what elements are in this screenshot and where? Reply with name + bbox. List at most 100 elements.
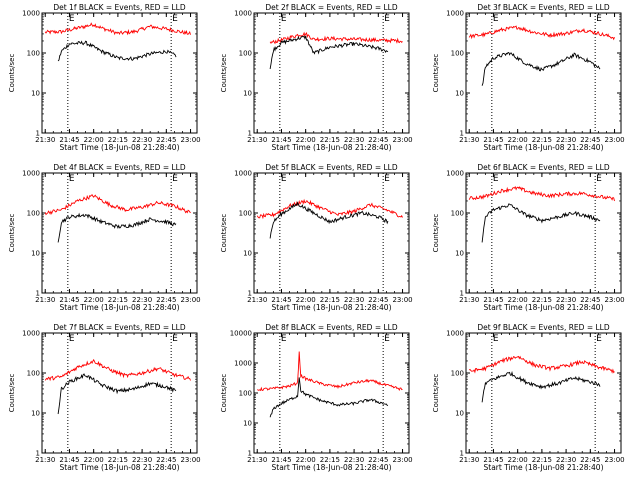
x-tick-label: 22:30	[344, 136, 364, 144]
y-tick-label: 1	[36, 290, 40, 298]
event-marker-label: E	[493, 14, 499, 24]
y-tick-label: 1000	[446, 10, 464, 18]
series-line-events	[57, 373, 177, 415]
x-tick-label: 22:00	[508, 456, 528, 464]
x-tick-label: 22:15	[108, 456, 128, 464]
y-tick-label: 10	[243, 250, 252, 258]
x-tick-label: 21:45	[483, 296, 503, 304]
x-tick-label: 22:30	[556, 296, 576, 304]
panel-title: Det 8f BLACK = Events, RED = LLD	[265, 323, 398, 332]
y-tick-label: 10	[31, 90, 40, 98]
event-marker-label: E	[172, 334, 178, 344]
event-marker-label: E	[384, 14, 390, 24]
event-marker-label: E	[384, 174, 390, 184]
x-tick-label: 23:00	[392, 136, 412, 144]
x-tick-label: 23:00	[392, 456, 412, 464]
series-line-lld	[256, 198, 403, 220]
event-marker-label: E	[281, 174, 287, 184]
y-axis-label: Counts/sec	[432, 54, 440, 93]
event-marker-label: E	[172, 14, 178, 24]
x-axis-label: Start Time (18-Jun-08 21:28:40)	[60, 303, 180, 312]
panel-title: Det 4f BLACK = Events, RED = LLD	[53, 163, 186, 172]
panel-det-9: Det 9f BLACK = Events, RED = LLD E E 21:30 2…	[432, 323, 625, 472]
x-tick-label: 22:45	[368, 296, 388, 304]
y-tick-label: 10	[31, 410, 40, 418]
x-axis-label: Start Time (18-Jun-08 21:28:40)	[484, 463, 604, 472]
x-axis-label: Start Time (18-Jun-08 21:28:40)	[272, 303, 392, 312]
x-tick-label: 22:00	[296, 136, 316, 144]
y-tick-label: 100	[451, 210, 464, 218]
event-marker-label: E	[384, 334, 390, 344]
x-tick-label: 22:15	[532, 456, 552, 464]
event-marker-label: E	[281, 14, 287, 24]
x-axis-label: Start Time (18-Jun-08 21:28:40)	[272, 143, 392, 152]
panel-title: Det 9f BLACK = Events, RED = LLD	[477, 323, 610, 332]
x-tick-label: 22:30	[556, 456, 576, 464]
x-tick-label: 23:00	[180, 136, 200, 144]
panel-title: Det 7f BLACK = Events, RED = LLD	[53, 323, 186, 332]
panel-title: Det 2f BLACK = Events, RED = LLD	[265, 3, 398, 12]
x-tick-label: 21:45	[271, 136, 291, 144]
y-tick-label: 10000	[230, 330, 252, 338]
series-line-events	[481, 203, 601, 243]
y-tick-label: 10	[455, 90, 464, 98]
x-tick-label: 21:45	[59, 456, 79, 464]
x-tick-label: 22:00	[84, 296, 104, 304]
y-tick-label: 100	[451, 50, 464, 58]
x-tick-label: 21:30	[35, 456, 55, 464]
x-tick-label: 21:45	[59, 136, 79, 144]
panel-det-7: Det 7f BLACK = Events, RED = LLD E E 21:30 2…	[8, 323, 201, 472]
y-tick-label: 1	[36, 450, 40, 458]
series-line-lld	[257, 351, 403, 392]
plot-frame	[253, 332, 410, 454]
y-axis-label: Counts/sec	[8, 54, 16, 93]
x-tick-label: 21:30	[35, 136, 55, 144]
panel-title: Det 6f BLACK = Events, RED = LLD	[477, 163, 610, 172]
event-marker-label: E	[596, 334, 602, 344]
event-marker-label: E	[493, 174, 499, 184]
x-tick-label: 22:15	[320, 296, 340, 304]
series-line-lld	[44, 22, 191, 36]
series-line-lld	[468, 25, 615, 41]
series-line-events	[57, 212, 177, 243]
panel-det-2: Det 2f BLACK = Events, RED = LLD E E 21:30 2…	[220, 3, 413, 152]
y-tick-label: 1000	[22, 170, 40, 178]
y-tick-label: 100	[27, 50, 40, 58]
x-tick-label: 23:00	[392, 296, 412, 304]
y-tick-label: 1	[248, 130, 252, 138]
y-tick-label: 10	[31, 250, 40, 258]
x-tick-label: 22:45	[156, 456, 176, 464]
plot-frame	[465, 332, 622, 454]
y-tick-label: 10	[455, 410, 464, 418]
x-tick-label: 22:30	[344, 296, 364, 304]
plot-frame	[41, 172, 198, 294]
y-tick-label: 1000	[234, 360, 252, 368]
panel-title: Det 5f BLACK = Events, RED = LLD	[265, 163, 398, 172]
y-axis-label: Counts/sec	[8, 374, 16, 413]
panel-det-3: Det 3f BLACK = Events, RED = LLD E E 21:30 2…	[432, 3, 625, 152]
x-tick-label: 23:00	[604, 136, 624, 144]
x-tick-label: 21:30	[247, 296, 267, 304]
x-tick-label: 22:30	[556, 136, 576, 144]
x-tick-label: 22:45	[580, 456, 600, 464]
x-axis-label: Start Time (18-Jun-08 21:28:40)	[60, 143, 180, 152]
x-tick-label: 21:30	[35, 296, 55, 304]
x-tick-label: 22:15	[320, 456, 340, 464]
x-tick-label: 21:30	[459, 136, 479, 144]
y-tick-label: 10	[243, 90, 252, 98]
plot-frame	[465, 172, 622, 294]
y-tick-label: 100	[451, 370, 464, 378]
x-axis-label: Start Time (18-Jun-08 21:28:40)	[484, 303, 604, 312]
x-tick-label: 22:15	[108, 296, 128, 304]
x-tick-label: 22:30	[132, 456, 152, 464]
x-tick-label: 23:00	[180, 296, 200, 304]
y-tick-label: 1	[248, 450, 252, 458]
x-tick-label: 21:30	[247, 456, 267, 464]
x-axis-label: Start Time (18-Jun-08 21:28:40)	[484, 143, 604, 152]
x-tick-label: 21:30	[459, 456, 479, 464]
event-marker-label: E	[69, 14, 75, 24]
plot-frame	[253, 12, 410, 134]
panel-det-5: Det 5f BLACK = Events, RED = LLD E E 21:30 2…	[220, 163, 413, 312]
x-tick-label: 22:45	[368, 456, 388, 464]
